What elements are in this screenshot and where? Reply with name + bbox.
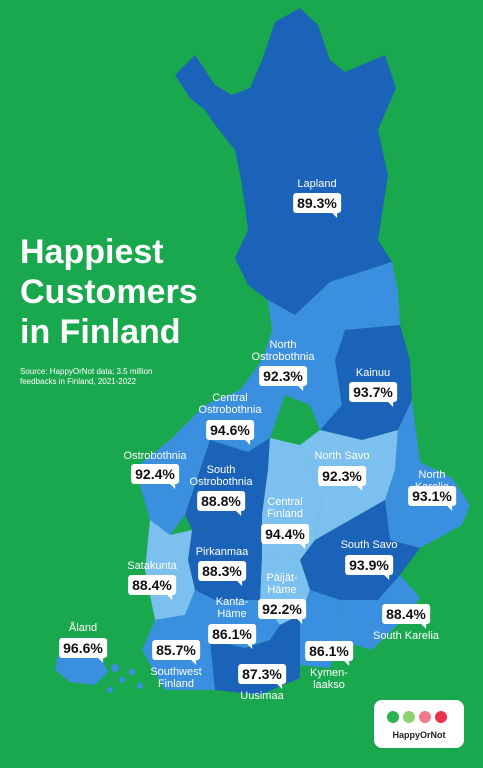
region-label-value: 94.4% (261, 524, 309, 549)
region-label-name: Uusimaa (240, 690, 284, 702)
region-label-name: Päijät- Häme (266, 572, 298, 596)
region-south-savo (300, 500, 420, 600)
title-line: Happiest (20, 233, 164, 271)
title-line: Customers (20, 273, 198, 311)
region-label-name: South Karelia (372, 630, 440, 642)
smiley-faces (387, 711, 447, 723)
region-label-name: South Savo (340, 539, 398, 551)
region-label-name: Ostrobothnia (123, 450, 187, 462)
region-label-value: 87.3% (238, 664, 286, 689)
source-note: Source: HappyOrNot data; 3.5 million fee… (20, 367, 153, 386)
region-label-value: 94.6% (206, 420, 254, 445)
logo-text: HappyOrNot (392, 730, 446, 740)
happy-face-icon (403, 711, 415, 723)
region-label-name: South Ostrobothnia (189, 464, 253, 488)
unhappy-face-icon (419, 711, 431, 723)
region-label-value: 88.4% (382, 604, 430, 629)
region-label-value: 92.2% (258, 599, 306, 624)
page-title: Happiest Customers in Finland (20, 232, 198, 352)
title-line: in Finland (20, 313, 181, 351)
region-north-ostrobothnia (240, 262, 400, 430)
region-label-name: North Ostrobothnia (251, 339, 315, 363)
region-label-name: Lapland (297, 178, 337, 190)
region-label-name: Central Ostrobothnia (198, 392, 262, 416)
region-label-value: 85.7% (152, 640, 200, 665)
region-label-value: 88.3% (198, 561, 246, 586)
region-label-value: 89.3% (293, 193, 341, 218)
region-south-karelia (338, 575, 420, 650)
region-label-name: Central Finland (266, 496, 304, 520)
region-label-name: Pirkanmaa (195, 546, 249, 558)
region-label-name: North Savo (314, 450, 370, 462)
region-label-name: Åland (68, 622, 98, 634)
region-label-value: 92.3% (259, 366, 307, 391)
region-label-value: 93.1% (408, 486, 456, 511)
region-lapland (175, 8, 396, 315)
region-label-name: Kanta- Häme (215, 596, 249, 620)
region-label-value: 92.4% (131, 464, 179, 489)
region-label-value: 92.3% (318, 466, 366, 491)
region-label-value: 93.7% (349, 382, 397, 407)
region-label-name: Kymen- laakso (310, 667, 348, 691)
region-label-value: 86.1% (305, 641, 353, 666)
very-happy-face-icon (387, 711, 399, 723)
region-satakunta (145, 520, 195, 620)
region-label-name: Kainuu (355, 367, 391, 379)
region-label-value: 96.6% (59, 638, 107, 663)
region-label-value: 86.1% (208, 624, 256, 649)
region-label-name: Satakunta (127, 560, 177, 572)
very-unhappy-face-icon (435, 711, 447, 723)
region-label-value: 88.8% (197, 491, 245, 516)
region-label-name: Southwest Finland (150, 666, 202, 690)
region-north-karelia (385, 400, 470, 548)
happyornot-logo: HappyOrNot (374, 700, 464, 748)
region-label-value: 88.4% (128, 575, 176, 600)
region-label-value: 93.9% (345, 555, 393, 580)
